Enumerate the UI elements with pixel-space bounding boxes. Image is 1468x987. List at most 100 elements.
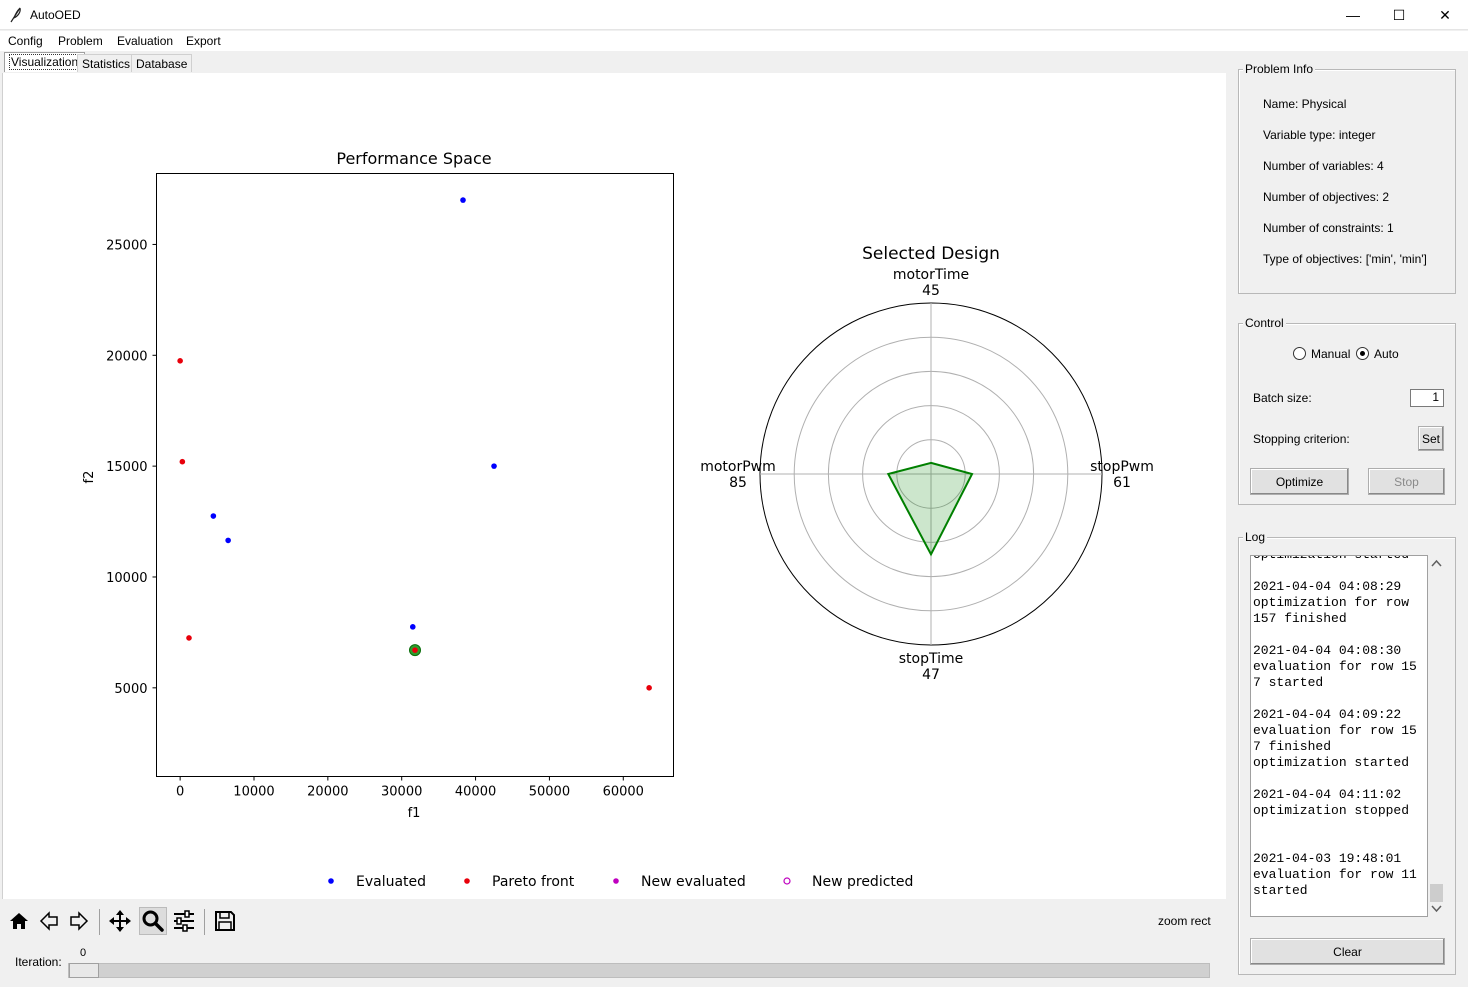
problem-info-panel xyxy=(1238,69,1456,294)
iteration-slider[interactable] xyxy=(68,963,1210,978)
pan-button[interactable] xyxy=(106,907,134,935)
configure-subplots-button[interactable] xyxy=(170,907,198,935)
radar-axis-stopTime: stopTime xyxy=(899,651,964,667)
pareto-point[interactable] xyxy=(412,647,418,653)
pareto-point[interactable] xyxy=(177,358,183,364)
maximize-button[interactable]: ☐ xyxy=(1392,6,1406,23)
objective-types: Type of objectives: ['min', 'min'] xyxy=(1263,252,1427,266)
manual-radio[interactable] xyxy=(1293,347,1306,360)
pareto-point[interactable] xyxy=(179,458,186,465)
forward-button[interactable] xyxy=(65,907,93,935)
log-textbox[interactable]: optimization started 2021-04-04 04:08:29… xyxy=(1250,555,1428,917)
sliders-icon xyxy=(174,910,194,932)
auto-radio[interactable] xyxy=(1356,347,1369,360)
plot-area[interactable]: Performance Space 0 10000 20000 30000 40000 5… xyxy=(2,73,1226,899)
scroll-up-icon[interactable] xyxy=(1428,555,1445,572)
toolbar-status: zoom rect xyxy=(1158,914,1211,928)
legend-marker-evaluated xyxy=(328,878,334,884)
batch-size-input[interactable]: 1 xyxy=(1410,389,1444,407)
variable-type: Variable type: integer xyxy=(1263,128,1376,142)
title-bar: AutoOED — ☐ ✕ xyxy=(0,0,1468,30)
problem-name: Name: Physical xyxy=(1263,97,1347,111)
home-icon xyxy=(10,913,28,929)
scatter-axes-frame xyxy=(156,173,674,777)
minimize-button[interactable]: — xyxy=(1346,7,1360,23)
legend-label-evaluated: Evaluated xyxy=(356,874,426,890)
y-tick-label: 10000 xyxy=(106,571,147,586)
radar-value-stopPwm: 61 xyxy=(1113,475,1131,491)
evaluated-point[interactable] xyxy=(460,197,466,203)
y-tick-label: 20000 xyxy=(106,349,147,364)
legend-marker-new-evaluated xyxy=(613,878,619,884)
problem-info-title: Problem Info xyxy=(1243,62,1316,76)
log-panel xyxy=(1238,537,1456,975)
move-icon xyxy=(109,910,131,932)
x-tick-label: 50000 xyxy=(529,785,570,800)
set-stopping-button[interactable]: Set xyxy=(1418,426,1444,451)
x-tick-label: 20000 xyxy=(307,785,348,800)
window-title: AutoOED xyxy=(30,8,81,22)
tab-visualization[interactable]: Visualization xyxy=(4,52,86,72)
log-scroll-thumb[interactable] xyxy=(1430,884,1443,902)
magnifier-icon xyxy=(142,910,164,932)
pareto-point[interactable] xyxy=(186,635,192,641)
y-tick-label: 15000 xyxy=(106,460,147,475)
manual-radio-label: Manual xyxy=(1311,347,1351,361)
back-button[interactable] xyxy=(35,907,63,935)
zoom-button[interactable] xyxy=(139,907,167,935)
tab-visualization-label: Visualization xyxy=(9,54,81,70)
x-tick-label: 60000 xyxy=(603,785,644,800)
menu-export[interactable]: Export xyxy=(186,34,221,48)
scatter-ylabel: f2 xyxy=(82,471,97,484)
iteration-value: 0 xyxy=(80,947,87,959)
legend-label-new-evaluated: New evaluated xyxy=(641,874,746,890)
save-figure-button[interactable] xyxy=(211,907,239,935)
floppy-disk-icon xyxy=(215,911,235,931)
y-tick-label: 25000 xyxy=(106,238,147,253)
y-tick-label: 5000 xyxy=(114,682,147,697)
log-scrollbar[interactable] xyxy=(1428,555,1445,917)
iteration-label: Iteration: xyxy=(15,955,62,969)
num-objectives: Number of objectives: 2 xyxy=(1263,190,1390,204)
x-tick-label: 40000 xyxy=(455,785,496,800)
x-tick-label: 0 xyxy=(176,785,184,800)
x-tick-label: 30000 xyxy=(381,785,422,800)
clear-log-button[interactable]: Clear xyxy=(1250,938,1445,965)
scatter-xlabel: f1 xyxy=(408,806,421,821)
pareto-point[interactable] xyxy=(646,685,652,691)
menu-bar: Config Problem Evaluation Export xyxy=(0,31,1468,51)
feather-icon xyxy=(10,7,21,23)
iteration-slider-handle[interactable] xyxy=(69,963,99,978)
stop-button[interactable]: Stop xyxy=(1368,468,1445,495)
radar-value-stopTime: 47 xyxy=(922,667,940,683)
legend-label-new-predicted: New predicted xyxy=(812,874,913,890)
evaluated-point[interactable] xyxy=(491,463,497,469)
radar-title: Selected Design xyxy=(862,244,1000,264)
menu-evaluation[interactable]: Evaluation xyxy=(117,34,174,48)
legend-marker-new-predicted xyxy=(783,877,791,885)
menu-config[interactable]: Config xyxy=(8,34,43,48)
arrow-left-icon xyxy=(39,911,58,931)
close-button[interactable]: ✕ xyxy=(1439,6,1451,23)
evaluated-point[interactable] xyxy=(225,537,231,544)
tab-statistics[interactable]: Statistics xyxy=(77,54,136,72)
tab-database[interactable]: Database xyxy=(131,54,193,72)
evaluated-point[interactable] xyxy=(210,513,217,519)
toolbar-separator xyxy=(99,909,100,935)
scatter-title: Performance Space xyxy=(336,149,491,168)
figure-canvas[interactable]: Performance Space 0 10000 20000 30000 40000 5… xyxy=(3,73,1227,899)
radar-value-motorPwm: 85 xyxy=(729,475,747,491)
radar-axis-motorTime: motorTime xyxy=(893,267,969,283)
radar-value-motorTime: 45 xyxy=(922,283,940,299)
optimize-button[interactable]: Optimize xyxy=(1250,468,1349,495)
menu-problem[interactable]: Problem xyxy=(58,34,103,48)
log-content: optimization started 2021-04-04 04:08:29… xyxy=(1253,556,1417,898)
radar-design-shape xyxy=(886,461,974,557)
home-button[interactable] xyxy=(5,907,33,935)
radar-axis-stopPwm: stopPwm xyxy=(1090,459,1154,475)
control-title: Control xyxy=(1243,316,1286,330)
scroll-down-icon[interactable] xyxy=(1428,900,1445,917)
evaluated-point[interactable] xyxy=(409,624,416,630)
control-panel xyxy=(1238,323,1456,505)
x-tick-label: 10000 xyxy=(233,785,274,800)
